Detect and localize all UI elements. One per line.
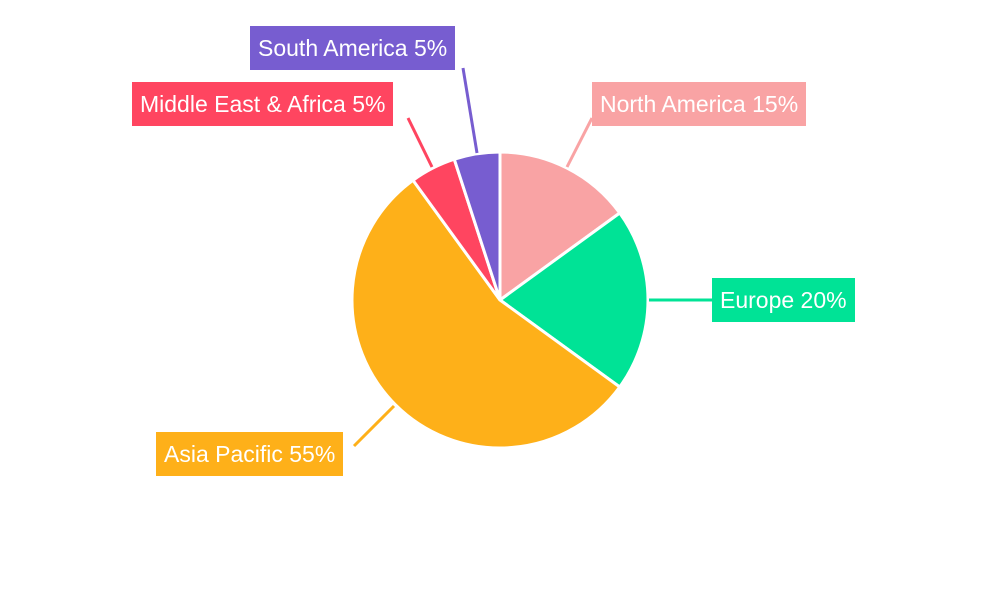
pie-slice-europe[interactable] — [497, 210, 650, 390]
leader-line — [461, 67, 479, 154]
data-label: South America 5% — [250, 26, 456, 70]
data-label: Middle East & Africa 5% — [132, 82, 394, 126]
pie-slice-north-america[interactable] — [498, 150, 622, 303]
pie-slice-asia-pacific[interactable] — [350, 178, 622, 450]
pie-slice-south-america[interactable] — [452, 150, 502, 301]
leader-line — [352, 404, 396, 448]
leader-line — [406, 117, 434, 168]
data-label: Europe 20% — [712, 278, 855, 322]
leader-line — [565, 117, 594, 168]
data-label: Asia Pacific 55% — [156, 432, 344, 476]
data-label: North America 15% — [592, 82, 807, 126]
